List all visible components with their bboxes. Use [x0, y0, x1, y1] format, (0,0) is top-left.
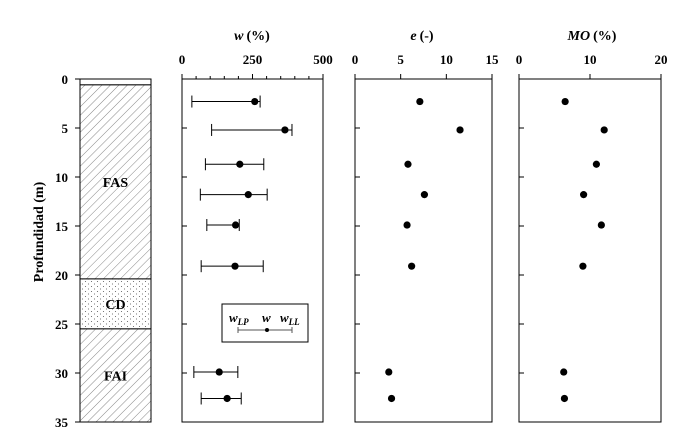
- legend-w-ll-sub: LL: [288, 317, 300, 327]
- water-content-panel: w (%) 0 250 500 wLP w wLL: [179, 29, 333, 423]
- data-point-4: [403, 221, 411, 229]
- legend-w-ll-label: wLL: [280, 310, 300, 327]
- x-tick-label-2: 10: [440, 52, 453, 67]
- legend-w-label: w: [262, 310, 271, 325]
- data-point-2: [236, 160, 244, 168]
- depth-axis: 0 5 10 15 20 25 30 35: [55, 72, 80, 430]
- panel-frame: [354, 78, 493, 423]
- x-tick-label-2: 20: [655, 52, 668, 67]
- data-point-2: [592, 160, 600, 168]
- legend-w-lp-label: wLP: [229, 310, 249, 327]
- organic-matter-title: MO (%): [567, 29, 617, 44]
- data-point-4: [231, 221, 240, 229]
- water-content-plot: 0 250 500: [179, 52, 333, 423]
- water-content-title-unit: (%): [247, 29, 271, 44]
- stratigraphy-layers: FAS CD FAI: [79, 78, 152, 423]
- data-point-1: [456, 126, 464, 134]
- x-tick-label-1: 5: [397, 52, 404, 67]
- depth-axis-label: Profundidad (m): [32, 181, 47, 282]
- legend-w-ll-var: w: [280, 310, 289, 325]
- legend-w-lp-var: w: [229, 310, 238, 325]
- void-ratio-title-var: e: [410, 29, 416, 44]
- data-point-4: [597, 221, 605, 229]
- data-point-7: [223, 394, 231, 403]
- x-tick-label-0: 0: [179, 52, 186, 67]
- depth-tick-label-5: 25: [55, 317, 69, 332]
- stratigraphy-panel: FAS CD FAI 0 5 10 15 20 25 30 35 Profundidad (m): [32, 72, 152, 430]
- organic-matter-panel: MO (%) 0 10 20: [516, 29, 668, 423]
- data-point-7: [560, 394, 569, 403]
- data-point-5: [231, 262, 239, 270]
- layer-1: [79, 84, 152, 280]
- depth-tick-label-4: 20: [55, 268, 68, 283]
- depth-tick-label-2: 10: [55, 170, 68, 185]
- water-content-title-var: w: [234, 29, 244, 44]
- data-point-2: [404, 160, 412, 168]
- data-point-3: [420, 191, 429, 199]
- layer-label-3: FAI: [104, 369, 127, 384]
- depth-tick-label-3: 15: [55, 219, 69, 234]
- layer-2: [79, 278, 152, 330]
- x-tick-label-3: 15: [486, 52, 500, 67]
- data-point-1: [600, 126, 608, 134]
- void-ratio-panel: e (-) 0 5 10 15: [352, 29, 500, 423]
- data-point-0: [416, 97, 424, 106]
- layer-3: [79, 328, 152, 423]
- data-point-5: [408, 262, 416, 270]
- depth-tick-label-0: 0: [62, 72, 69, 87]
- layer-label-2: CD: [105, 298, 125, 313]
- x-tick-label-0: 0: [516, 52, 523, 67]
- organic-matter-title-var: MO: [567, 29, 591, 44]
- data-point-6: [560, 368, 568, 376]
- x-tick-label-0: 0: [352, 52, 359, 67]
- data-point-6: [215, 368, 223, 376]
- data-point-3: [244, 191, 252, 199]
- panel-frame: [181, 78, 324, 423]
- legend-box: [221, 303, 309, 343]
- depth-tick-label-1: 5: [62, 121, 69, 136]
- data-point-6: [385, 368, 393, 376]
- data-point-3: [580, 191, 588, 199]
- layer-0: [79, 78, 152, 86]
- x-tick-label-1: 10: [584, 52, 597, 67]
- organic-matter-plot: 0 10 20: [516, 52, 668, 423]
- void-ratio-title: e (-): [410, 29, 434, 44]
- data-point-5: [579, 262, 587, 270]
- x-tick-label-2: 500: [313, 52, 333, 67]
- layer-label-1: FAS: [103, 176, 129, 191]
- data-point-7: [387, 394, 396, 403]
- depth-tick-label-6: 30: [55, 366, 68, 381]
- organic-matter-title-unit: (%): [593, 29, 617, 44]
- data-point-1: [281, 126, 289, 134]
- water-content-title: w (%): [234, 29, 270, 44]
- data-point-0: [251, 97, 259, 106]
- depth-tick-label-7: 35: [55, 415, 69, 430]
- void-ratio-title-unit: (-): [420, 29, 434, 44]
- data-point-0: [561, 97, 569, 106]
- water-content-legend: wLP w wLL: [221, 303, 309, 343]
- legend-w-lp-sub: LP: [237, 317, 249, 327]
- panel-frame: [518, 78, 662, 423]
- legend-w-marker: [265, 328, 269, 332]
- void-ratio-plot: 0 5 10 15: [352, 52, 500, 423]
- x-tick-label-1: 250: [243, 52, 263, 67]
